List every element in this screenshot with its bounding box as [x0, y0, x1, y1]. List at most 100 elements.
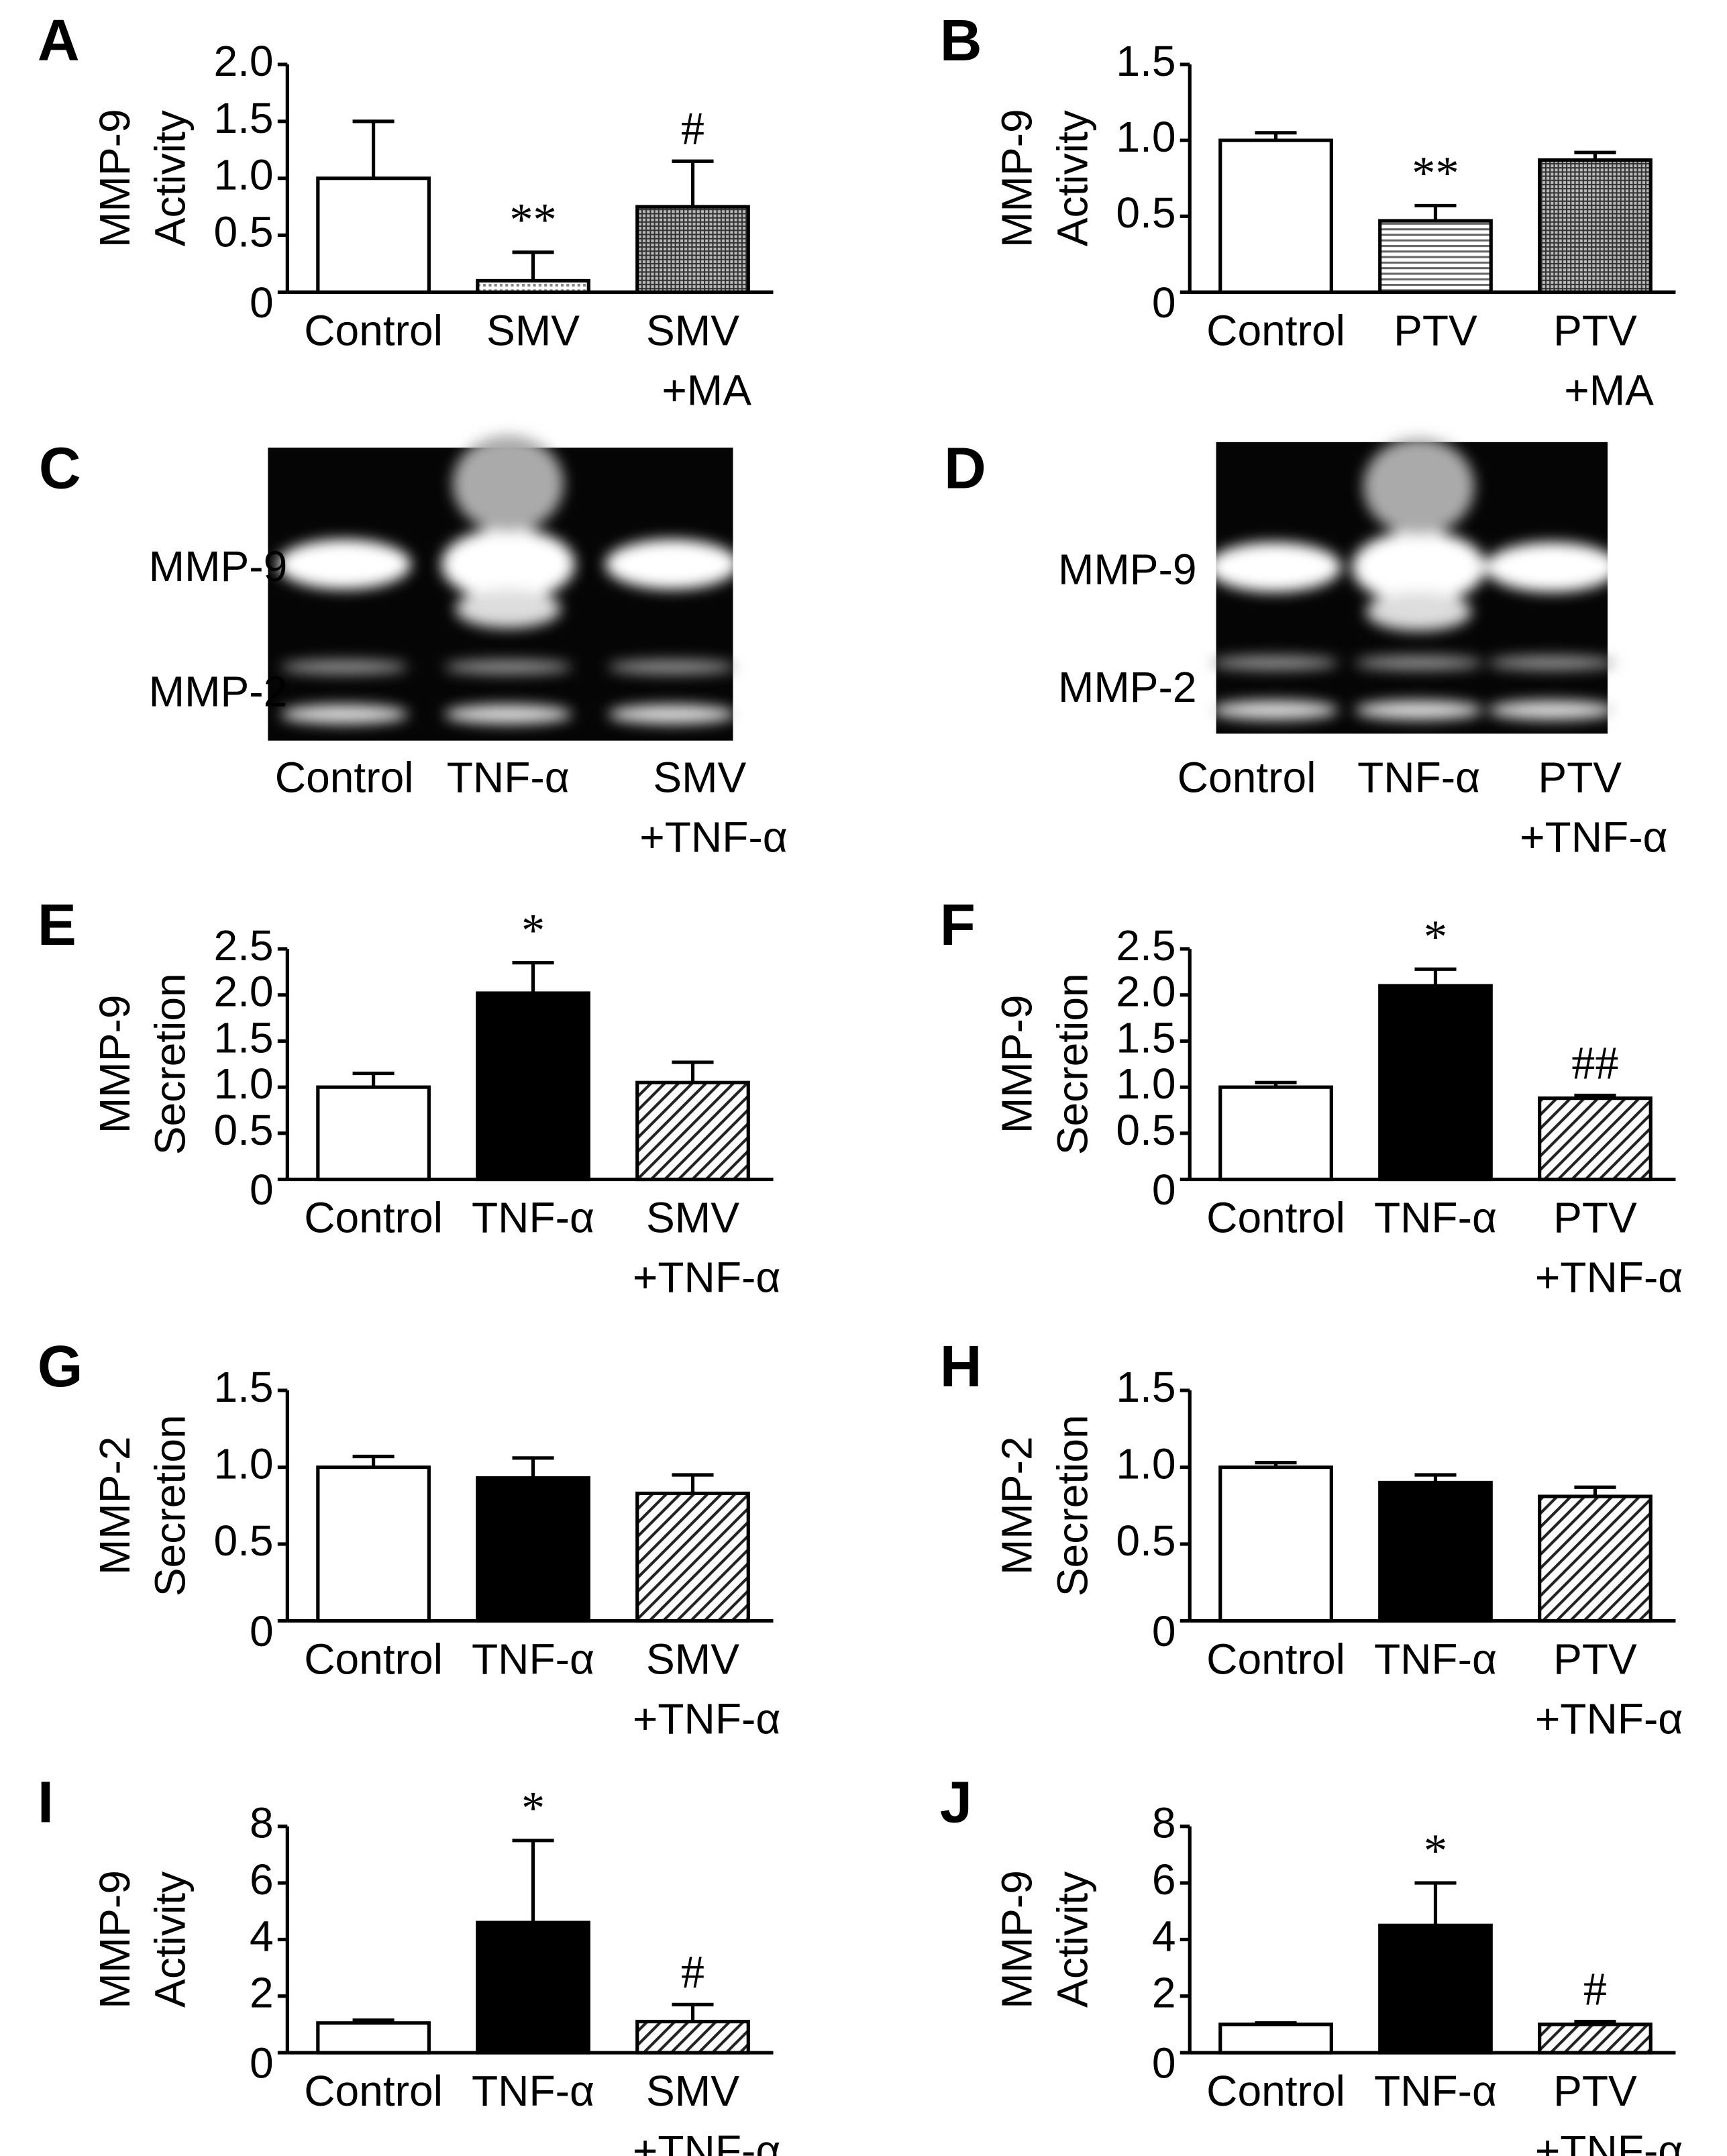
y-tick-label: 1.0	[213, 1060, 273, 1108]
band	[1366, 592, 1472, 631]
x-tick-label: TNF-α	[472, 2067, 594, 2115]
x-tick-label: +TNF-α	[633, 2126, 781, 2156]
y-tick-label: 6	[1152, 1855, 1176, 1904]
bar	[476, 1920, 590, 2055]
band	[1352, 531, 1485, 603]
y-tick-label: 1.5	[213, 1363, 273, 1411]
panel-letter: I	[38, 1770, 54, 1835]
y-tick-label: 1.0	[213, 151, 273, 199]
y-tick-label: 1.0	[1116, 113, 1175, 161]
y-tick-label: 2	[1152, 1969, 1176, 2017]
y-tick-label: 1.5	[1116, 37, 1175, 85]
bar	[476, 278, 590, 294]
y-tick-label: 0.5	[213, 207, 273, 256]
bar	[1218, 1465, 1333, 1623]
panel-letter: F	[940, 892, 976, 958]
x-tick-label: SMV	[486, 306, 580, 354]
x-tick-label: Control	[304, 1194, 443, 1242]
gel-bands	[1208, 438, 1619, 720]
lane-label: +TNF-α	[1520, 813, 1668, 862]
y-axis-label: Activity	[1049, 1871, 1097, 2008]
y-tick-label: 0.5	[1116, 1106, 1175, 1154]
band	[455, 589, 561, 629]
band	[1210, 700, 1339, 720]
bar	[316, 2021, 431, 2055]
y-axis-label: Secretion	[146, 973, 195, 1155]
band	[1355, 700, 1483, 720]
y-tick-label: 0.5	[213, 1106, 273, 1154]
significance-mark: **	[509, 194, 556, 246]
y-tick-label: 1.0	[1116, 1439, 1175, 1488]
panel-letter: A	[38, 8, 80, 73]
y-tick-label: 1.0	[1116, 1060, 1175, 1108]
bar	[1218, 1085, 1333, 1182]
x-tick-label: TNF-α	[472, 1194, 594, 1242]
y-tick-label: 0	[250, 1166, 274, 1214]
significance-mark: #	[681, 1946, 704, 1998]
panel-letter: C	[39, 435, 81, 501]
band	[1488, 656, 1616, 670]
band	[280, 704, 409, 724]
y-axis-label: MMP-9	[91, 1870, 139, 2009]
band	[1363, 438, 1475, 535]
y-tick-label: 1.5	[1116, 1363, 1175, 1411]
panel-letter: D	[944, 435, 986, 501]
band	[441, 528, 575, 601]
significance-mark: **	[1412, 147, 1459, 199]
x-tick-label: PTV	[1394, 306, 1477, 354]
bar	[1218, 2022, 1333, 2055]
y-tick-label: 8	[250, 1799, 274, 1847]
y-axis-label: Secretion	[1049, 1415, 1097, 1596]
y-tick-label: 6	[250, 1855, 274, 1904]
x-tick-label: +TNF-α	[1535, 1695, 1683, 1743]
significance-mark: ##	[1571, 1037, 1618, 1089]
y-tick-label: 0.5	[1116, 1517, 1175, 1565]
band	[608, 704, 736, 724]
y-tick-label: 0.5	[213, 1517, 273, 1565]
band	[444, 704, 572, 724]
band	[1355, 656, 1483, 670]
bar	[1538, 158, 1653, 294]
bar	[1378, 1923, 1493, 2055]
x-tick-label: +MA	[1564, 366, 1654, 414]
bar	[1538, 2022, 1653, 2055]
bar	[635, 2020, 750, 2055]
x-tick-label: SMV	[646, 2067, 739, 2115]
bar	[635, 1491, 750, 1623]
band-label: MMP-2	[149, 667, 288, 715]
bar	[316, 1465, 431, 1623]
x-tick-label: +TNF-α	[1535, 1253, 1683, 1302]
y-tick-label: 0	[250, 278, 274, 327]
bar	[1538, 1096, 1653, 1182]
band	[277, 539, 411, 590]
bar	[635, 205, 750, 294]
y-tick-label: 0.5	[1116, 189, 1175, 237]
y-tick-label: 4	[250, 1912, 274, 1960]
y-tick-label: 1.5	[1116, 1013, 1175, 1062]
x-tick-label: Control	[1206, 1635, 1345, 1684]
x-tick-label: PTV	[1553, 2067, 1637, 2115]
y-tick-label: 2.0	[1116, 968, 1175, 1016]
band	[1485, 542, 1619, 593]
lane-label: Control	[1178, 754, 1316, 802]
y-axis-label: Activity	[1049, 110, 1097, 246]
x-tick-label: TNF-α	[1374, 1635, 1497, 1684]
y-tick-label: 1.5	[213, 94, 273, 142]
y-tick-label: 0	[1152, 2039, 1176, 2088]
band	[608, 660, 736, 674]
bar	[316, 1085, 431, 1182]
panel-letter: E	[38, 892, 76, 958]
y-tick-label: 0	[1152, 278, 1176, 327]
x-tick-label: SMV	[646, 1635, 739, 1684]
significance-mark: *	[521, 1782, 545, 1835]
significance-mark: #	[1583, 1963, 1607, 2015]
panel-letter: B	[940, 8, 982, 73]
x-tick-label: +TNF-α	[1535, 2126, 1683, 2156]
panel-letter: G	[38, 1334, 83, 1399]
panel-letter: J	[940, 1770, 972, 1835]
lane-label: Control	[275, 754, 414, 802]
x-tick-label: TNF-α	[472, 1635, 594, 1684]
y-tick-label: 8	[1152, 1799, 1176, 1847]
x-tick-label: +MA	[662, 366, 751, 414]
